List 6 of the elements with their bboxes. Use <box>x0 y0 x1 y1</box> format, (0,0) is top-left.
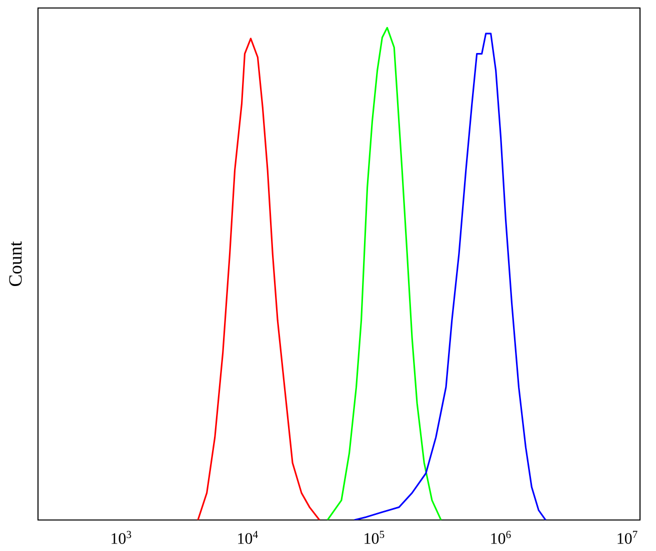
x-tick-label: 10$^{5}$ <box>364 530 384 544</box>
x-tick-label: 10$^{4}$ <box>238 530 258 544</box>
x-tick-label: 10$^{3}$ <box>112 530 132 544</box>
y-axis-title: Count <box>9 241 22 286</box>
x-tick-label: 10$^{7}$ <box>618 530 638 544</box>
x-tick-label: 10$^{6}$ <box>491 530 511 544</box>
